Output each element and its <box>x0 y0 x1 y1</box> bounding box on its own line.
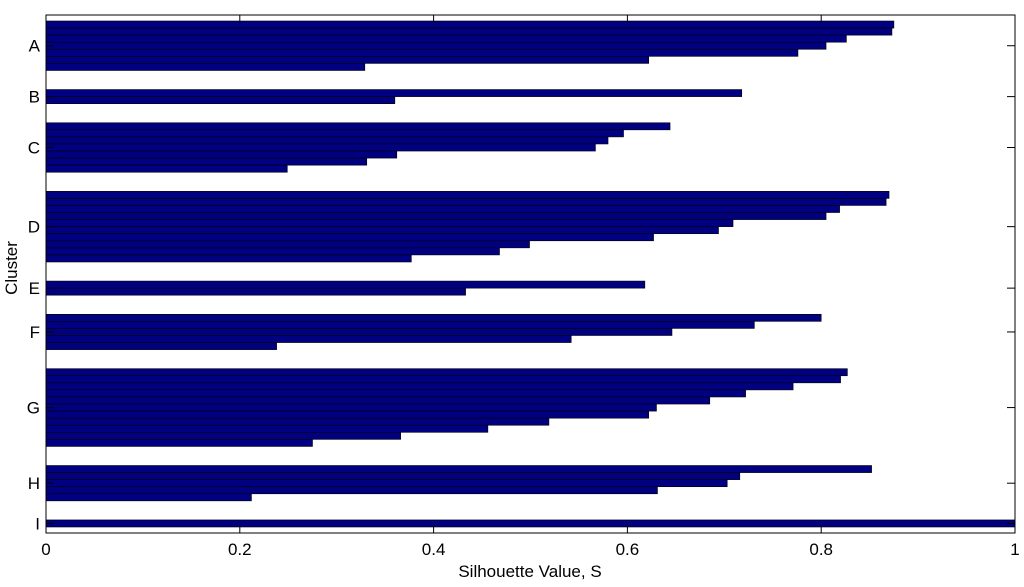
y-tick-label: D <box>28 218 40 237</box>
silhouette-bar <box>45 335 572 343</box>
bars-layer <box>45 20 1016 528</box>
silhouette-bar <box>45 96 396 104</box>
silhouette-bar <box>45 34 847 43</box>
silhouette-bar <box>45 143 596 152</box>
silhouette-bar <box>45 89 743 97</box>
silhouette-bar <box>45 368 848 377</box>
y-tick-label: C <box>28 139 40 158</box>
silhouette-bar <box>45 472 741 480</box>
silhouette-bar <box>45 389 746 398</box>
silhouette-bar <box>45 20 895 29</box>
silhouette-bar <box>45 465 872 473</box>
silhouette-bar <box>45 424 489 433</box>
silhouette-bar <box>45 403 657 412</box>
silhouette-bar <box>45 219 734 227</box>
ticks-layer: A B C D E F G H I0 0.2 0.4 0.6 0.8 1 <box>27 15 1020 559</box>
silhouette-bar <box>45 198 887 206</box>
x-tick-label: 0.2 <box>228 540 252 559</box>
y-axis-label: Cluster <box>2 241 21 295</box>
silhouette-bar <box>45 486 658 495</box>
silhouette-bar <box>45 122 671 131</box>
silhouette-bar <box>45 382 794 391</box>
silhouette-bar <box>45 191 890 199</box>
plot-frame <box>45 14 1016 534</box>
x-tick-label: 0 <box>41 540 50 559</box>
silhouette-bar <box>45 479 728 488</box>
silhouette-bar <box>45 519 1016 528</box>
silhouette-bar <box>45 321 755 329</box>
silhouette-bar <box>45 328 673 336</box>
y-tick-label: E <box>29 279 40 298</box>
silhouette-bar <box>45 157 368 166</box>
silhouette-bar <box>45 493 252 502</box>
x-tick-label: 1 <box>1010 540 1019 559</box>
silhouette-bar <box>45 410 650 419</box>
silhouette-bar <box>45 136 609 145</box>
silhouette-bar <box>45 439 313 447</box>
x-tick-label: 0.4 <box>422 540 446 559</box>
silhouette-bar <box>45 247 500 256</box>
silhouette-bar <box>45 375 841 384</box>
silhouette-bar <box>45 129 624 138</box>
silhouette-bar <box>45 164 288 173</box>
silhouette-bar <box>45 41 827 50</box>
silhouette-bar <box>45 280 646 289</box>
silhouette-bar <box>45 233 654 242</box>
silhouette-bar <box>45 205 840 213</box>
silhouette-bar <box>45 150 398 159</box>
silhouette-bar <box>45 48 799 57</box>
silhouette-bar <box>45 27 893 36</box>
y-tick-label: F <box>30 323 40 342</box>
silhouette-bar <box>45 63 366 71</box>
silhouette-bar <box>45 56 650 64</box>
y-tick-label: I <box>35 514 40 533</box>
silhouette-bar <box>45 417 550 426</box>
x-axis-label: Silhouette Value, S <box>458 562 601 581</box>
silhouette-bar <box>45 431 401 440</box>
x-tick-label: 0.6 <box>616 540 640 559</box>
silhouette-bar <box>45 254 412 263</box>
silhouette-bar <box>45 212 827 220</box>
silhouette-bar <box>45 313 822 322</box>
silhouette-bar <box>45 396 711 405</box>
y-tick-label: H <box>28 474 40 493</box>
silhouette-bar <box>45 226 719 235</box>
y-tick-label: G <box>27 399 40 418</box>
silhouette-bar <box>45 342 277 350</box>
silhouette-bar <box>45 240 530 249</box>
x-tick-label: 0.8 <box>809 540 833 559</box>
y-tick-label: A <box>29 37 41 56</box>
silhouette-bar <box>45 287 466 296</box>
y-tick-label: B <box>29 88 40 107</box>
